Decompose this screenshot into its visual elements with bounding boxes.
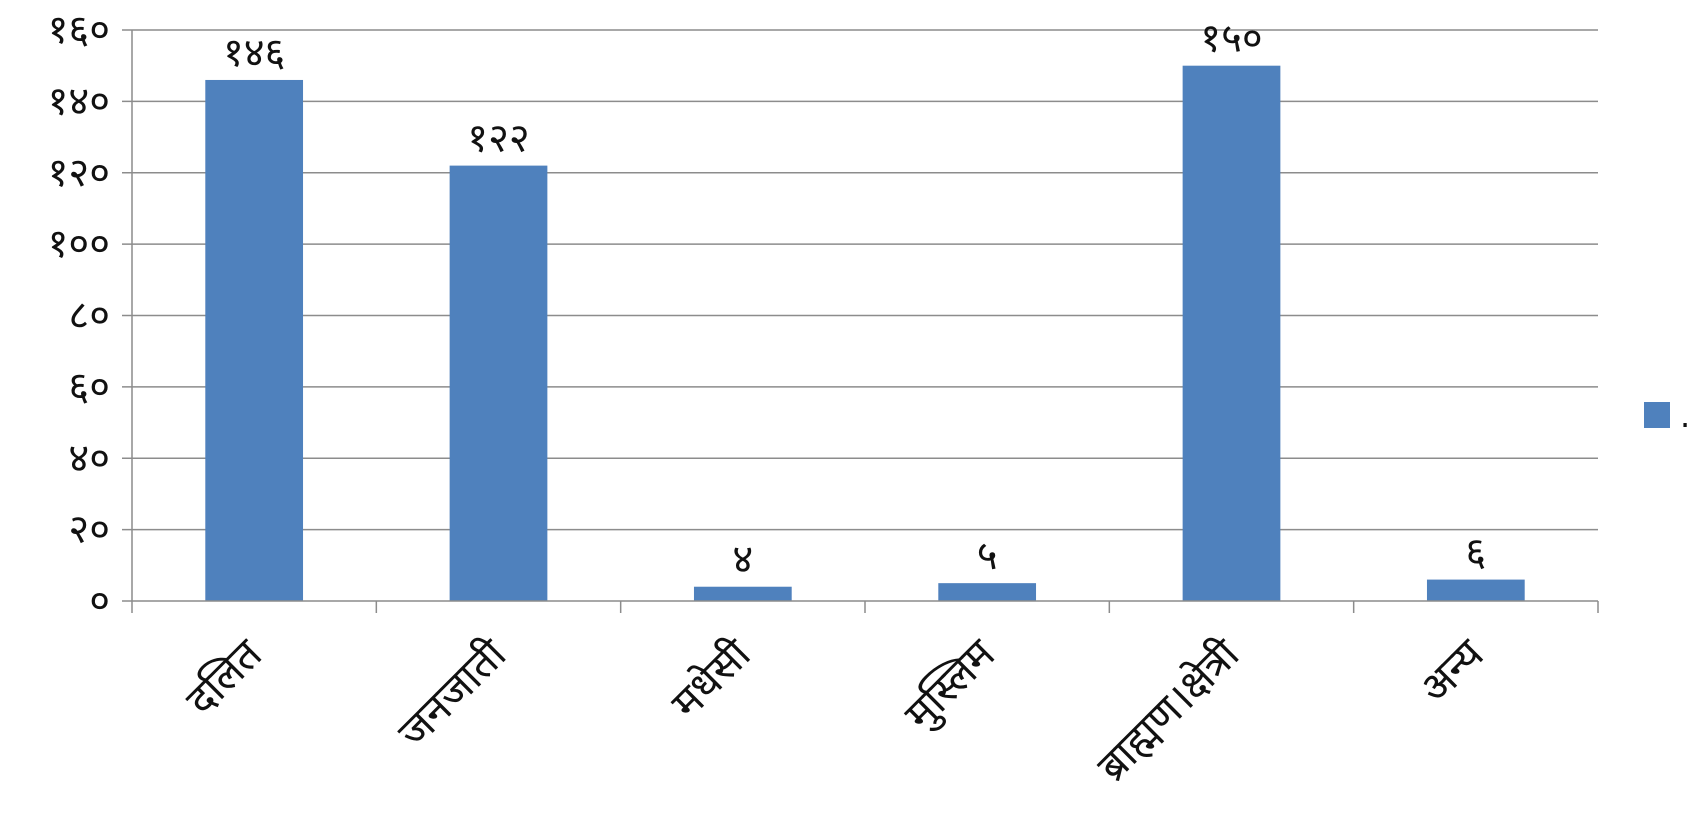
category-label: मधेसी [661,629,760,728]
category-label: ब्राह्मण।क्षेत्री [1087,629,1249,791]
data-labels: १४६ १२२ ४ ५ १५० ६ [223,16,1486,583]
data-label: १२२ [467,116,529,162]
bar [1426,579,1525,601]
legend: . [1644,397,1690,435]
legend-label: . [1680,397,1690,435]
y-axis-ticks: ० २० ४० ६० ८० १०० १२० १४० १६० [48,7,132,624]
y-tick-label: ० [89,578,110,624]
bar [693,586,792,601]
data-label: ५ [977,533,998,579]
data-label: ४ [732,537,753,583]
y-tick-label: २० [68,507,110,553]
category-label: जनजाती [388,629,516,757]
bar [938,583,1037,601]
data-label: १५० [1200,16,1262,62]
y-tick-label: ८० [68,293,110,339]
category-label: अन्य [1410,629,1494,713]
gridlines [132,29,1598,531]
y-tick-label: १६० [48,7,110,53]
category-label: मुस्लिम [895,629,1007,741]
bar [205,79,304,601]
bars [205,65,1525,602]
y-tick-label: १२० [48,150,110,196]
bar [449,165,548,602]
category-label: दलित [176,629,272,725]
y-tick-label: १०० [48,221,110,267]
category-labels: दलित जनजाती मधेसी मुस्लिम ब्राह्मण।क्षेत्री अ… [176,629,1493,791]
bar [1182,65,1281,601]
data-label: १४६ [223,30,285,76]
x-axis-ticks [131,601,1599,613]
data-label: ६ [1465,530,1486,576]
y-tick-label: ६० [68,364,110,410]
legend-swatch [1644,402,1670,428]
y-tick-label: १४० [48,78,110,124]
y-tick-label: ४० [68,435,110,481]
